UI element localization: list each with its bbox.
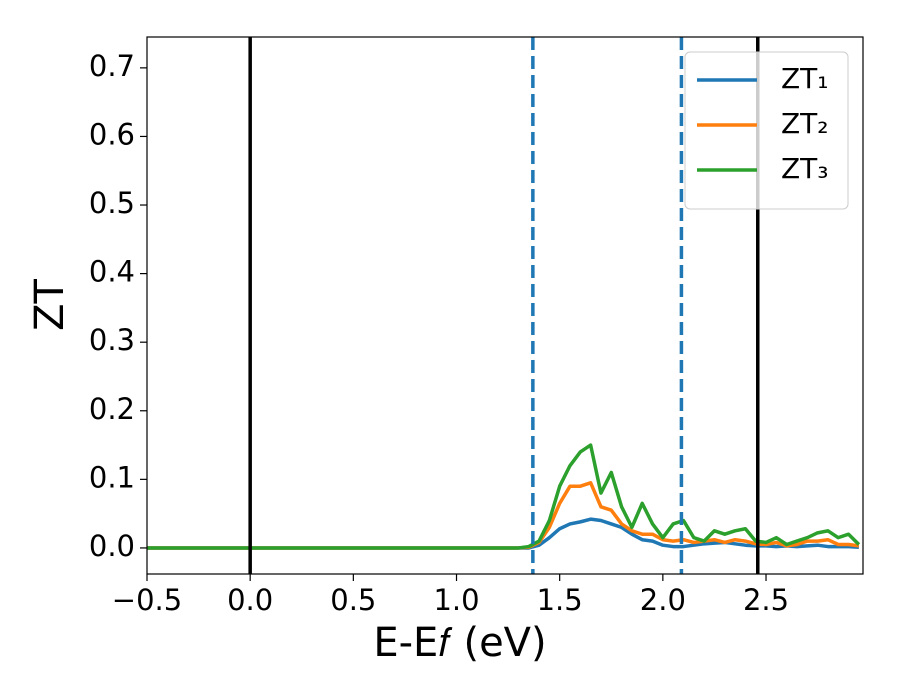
series-line [147, 443, 861, 550]
x-tick-label: 2.0 [640, 583, 686, 617]
y-tick-label: 0.6 [89, 117, 135, 151]
x-tick-label: 1.0 [433, 583, 479, 617]
y-tick-label: 0.4 [89, 255, 135, 289]
x-axis-label: E-E𝑓 (eV) [373, 620, 546, 666]
y-axis-label: ZT [27, 279, 73, 331]
series-line [147, 517, 859, 550]
x-tick-label: 0.5 [330, 583, 376, 617]
plot-area [147, 37, 861, 574]
x-tick-label: 1.5 [537, 583, 583, 617]
legend-label: ZT₃ [781, 152, 829, 185]
legend-label: ZT₁ [781, 62, 829, 95]
y-tick-label: 0.5 [89, 186, 135, 220]
x-tick-label: 2.5 [743, 583, 789, 617]
y-tick-label: 0.7 [89, 49, 135, 83]
legend-label: ZT₂ [781, 107, 829, 140]
y-tick-label: 0.0 [89, 529, 135, 563]
axes-frame [146, 36, 864, 575]
y-tick-label: 0.3 [89, 323, 135, 357]
series-line [147, 481, 860, 550]
y-tick-label: 0.1 [89, 460, 135, 494]
x-tick-label: −0.5 [112, 583, 182, 617]
x-tick-label: 0.0 [227, 583, 273, 617]
y-tick-label: 0.2 [89, 392, 135, 426]
